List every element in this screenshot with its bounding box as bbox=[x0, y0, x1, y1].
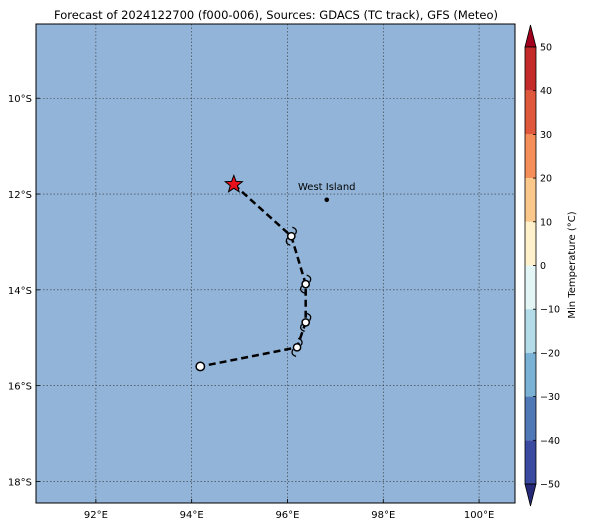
colorbar-segment bbox=[525, 440, 536, 484]
colorbar-extend-min bbox=[524, 483, 537, 507]
tropical-storm-icon bbox=[291, 337, 303, 357]
colorbar-segment bbox=[525, 47, 536, 91]
colorbar-tick-label: 30 bbox=[540, 130, 552, 141]
colorbar-segment bbox=[525, 396, 536, 441]
track-end-icon bbox=[195, 361, 206, 372]
colorbar-segment bbox=[525, 134, 536, 179]
ocean-background bbox=[36, 24, 515, 503]
track-line bbox=[200, 183, 307, 368]
colorbar-tick-label: −40 bbox=[540, 436, 560, 447]
x-tick-label: 92°E bbox=[84, 510, 108, 521]
tropical-storm-icon bbox=[285, 226, 297, 246]
colorbar-segment bbox=[525, 221, 536, 266]
y-tick-labels: 10°S 12°S 14°S 16°S 18°S bbox=[8, 94, 32, 488]
place-marker: West Island bbox=[298, 182, 356, 203]
tropical-storm-icon bbox=[300, 274, 312, 294]
x-tick-labels: 92°E 94°E 96°E 98°E 100°E bbox=[84, 510, 494, 521]
west-island-label: West Island bbox=[298, 182, 356, 193]
x-tick-label: 94°E bbox=[180, 510, 204, 521]
colorbar-tick-label: −50 bbox=[540, 480, 560, 491]
colorbar: 50 40 30 20 10 0 −10 −20 −30 −40 −50 bbox=[524, 24, 560, 507]
y-tick-label: 10°S bbox=[8, 94, 32, 105]
colorbar-segment bbox=[525, 352, 536, 397]
red-star-icon bbox=[223, 174, 244, 193]
graticule bbox=[36, 24, 515, 503]
colorbar-tick-label: 40 bbox=[540, 86, 552, 97]
x-tick-label: 98°E bbox=[371, 510, 395, 521]
colorbar-tick-label: 0 bbox=[540, 261, 546, 272]
y-tick-label: 12°S bbox=[8, 190, 32, 201]
colorbar-extend-max bbox=[524, 24, 537, 48]
colorbar-tick-label: 50 bbox=[540, 43, 552, 54]
colorbar-tick-label: −10 bbox=[540, 305, 560, 316]
colorbar-segment bbox=[525, 265, 536, 310]
figure-title: Forecast of 2024122700 (f000-006), Sourc… bbox=[54, 8, 498, 22]
colorbar-label: Min Temperature (°C) bbox=[567, 211, 578, 318]
y-tick-label: 16°S bbox=[8, 382, 32, 393]
y-tick-label: 14°S bbox=[8, 286, 32, 297]
x-tick-label: 96°E bbox=[275, 510, 299, 521]
colorbar-tick-label: −30 bbox=[540, 392, 560, 403]
colorbar-segment bbox=[525, 90, 536, 135]
y-tick-label: 18°S bbox=[8, 477, 32, 488]
west-island-dot bbox=[324, 197, 330, 203]
colorbar-tick-label: 10 bbox=[540, 217, 552, 228]
colorbar-tick-label: 20 bbox=[540, 174, 552, 185]
colorbar-tick-label: −20 bbox=[540, 348, 560, 359]
map-axes[interactable]: 92°E 94°E 96°E 98°E 100°E 10°S 12°S 14°S 16°S 18… bbox=[8, 23, 516, 521]
tc-track bbox=[195, 174, 312, 372]
tropical-storm-icon bbox=[300, 312, 312, 333]
map-frame bbox=[35, 23, 516, 504]
x-tick-label: 100°E bbox=[464, 510, 494, 521]
colorbar-segment bbox=[525, 309, 536, 353]
colorbar-segment bbox=[525, 178, 536, 222]
